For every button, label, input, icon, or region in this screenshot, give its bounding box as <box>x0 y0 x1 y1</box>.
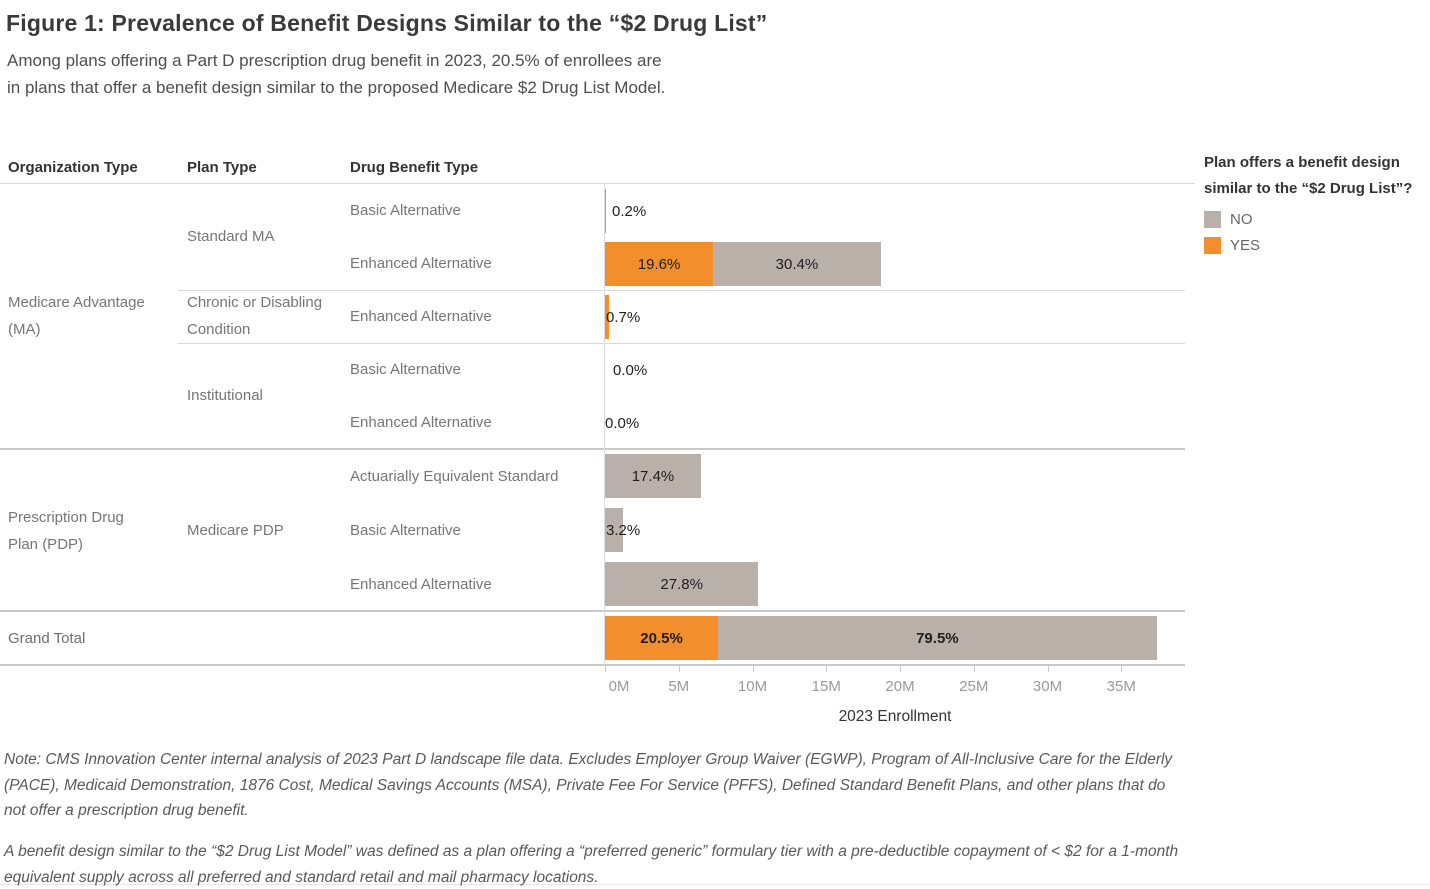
section-divider <box>0 448 1185 450</box>
row-benefit-label: Basic Alternative <box>350 361 461 378</box>
axis-baseline <box>0 664 1185 666</box>
x-axis-tick-mark <box>678 666 680 672</box>
bar-segment-no[interactable] <box>713 242 881 286</box>
bar-segment-yes[interactable] <box>605 242 714 286</box>
bar-segment-no[interactable] <box>605 508 623 552</box>
x-axis-tick-label: 10M <box>737 678 768 695</box>
plan-group-label-standard-ma: Standard MA <box>187 228 275 245</box>
x-axis-tick-label: 35M <box>1106 678 1136 695</box>
x-axis-title: 2023 Enrollment <box>838 708 952 725</box>
x-axis-tick-mark <box>973 666 975 672</box>
legend-item-no[interactable]: NO <box>1204 211 1430 228</box>
table-row: Basic Alternative 0.2% <box>0 184 1185 237</box>
bar-segment-yes[interactable] <box>605 295 609 339</box>
bar-value-label: 0.0% <box>605 414 640 432</box>
x-axis-tick-label: 0M <box>608 678 630 695</box>
row-benefit-label: Enhanced Alternative <box>350 308 492 325</box>
x-axis-tick-label: 5M <box>668 678 690 695</box>
table-row: Actuarially Equivalent Standard 17.4% <box>0 449 1185 503</box>
bar-value-label: 19.6% <box>637 255 681 273</box>
bar-value-label: 0.7% <box>606 308 641 326</box>
x-axis-tick-mark <box>900 666 901 672</box>
row-benefit-label: Actuarially Equivalent Standard <box>350 467 559 485</box>
table-row: Enhanced Alternative 0.0% <box>0 396 1185 449</box>
legend-item-no-label: NO <box>1230 211 1253 228</box>
zero-axis-line <box>604 184 605 665</box>
row-benefit-label: Enhanced Alternative <box>350 575 492 593</box>
bar-value-label: 3.2% <box>606 521 641 539</box>
bar-value-label: 20.5% <box>640 629 683 647</box>
section-divider <box>0 610 1185 612</box>
plan-group-label-institutional: Institutional <box>187 387 263 404</box>
legend-item-yes[interactable]: YES <box>1204 237 1430 254</box>
figure-subtitle-line2: in plans that offer a benefit design sim… <box>7 78 666 97</box>
x-axis-tick-mark <box>1047 666 1049 672</box>
bar-segment-yes[interactable] <box>605 189 607 233</box>
x-axis-tick-mark <box>605 666 606 672</box>
org-group-label-ma: Medicare Advantage (MA) <box>8 294 145 338</box>
bar-value-label: 0.0% <box>613 361 648 379</box>
legend-title-line1: Plan offers a benefit design <box>1204 154 1400 171</box>
row-divider <box>178 290 1185 291</box>
row-benefit-label: Basic Alternative <box>350 202 461 219</box>
legend-swatch-yes <box>1204 237 1221 254</box>
table-row: Enhanced Alternative 0.7% <box>0 290 1185 343</box>
legend-title-line2: similar to the “$2 Drug List”? <box>1204 180 1413 197</box>
x-axis-tick-label: 30M <box>1032 678 1063 695</box>
legend-item-yes-label: YES <box>1230 237 1261 254</box>
row-benefit-label: Basic Alternative <box>350 521 461 539</box>
table-row-grand-total: 20.5% 79.5% <box>0 611 1185 665</box>
org-group-label-pdp: Prescription Drug Plan (PDP) <box>8 509 124 553</box>
bar-segment-no[interactable] <box>605 454 701 498</box>
column-header-drug-benefit-type: Drug Benefit Type <box>350 159 479 176</box>
bottom-border <box>0 884 1430 885</box>
footnote-2: A benefit design similar to the “$2 Drug… <box>4 843 1179 886</box>
bar-value-label: 30.4% <box>775 255 819 273</box>
plan-group-label-chronic: Chronic or Disabling Condition <box>187 294 323 338</box>
legend: Plan offers a benefit design similar to … <box>1204 150 1430 254</box>
bar-value-label: 27.8% <box>660 575 703 593</box>
column-header-plan-type: Plan Type <box>187 159 257 176</box>
x-axis-tick-mark <box>752 666 754 672</box>
bar-value-label: 0.2% <box>612 202 647 220</box>
plan-group-label-medicare-pdp: Medicare PDP <box>187 522 284 539</box>
bar-value-label: 79.5% <box>916 629 959 647</box>
figure-title: Figure 1: Prevalence of Benefit Designs … <box>6 10 768 36</box>
x-axis-tick-label: 15M <box>811 678 841 695</box>
bar-value-label: 17.4% <box>631 467 675 485</box>
table-row: Basic Alternative 0.0% <box>0 343 1185 396</box>
row-benefit-label: Enhanced Alternative <box>350 414 492 431</box>
table-row: Enhanced Alternative 19.6% 30.4% <box>0 237 1185 290</box>
row-benefit-label: Enhanced Alternative <box>350 255 492 272</box>
header-divider <box>0 183 1195 184</box>
grand-total-label: Grand Total <box>8 630 86 647</box>
table-row: Basic Alternative 3.2% <box>0 503 1185 557</box>
x-axis-tick-label: 20M <box>885 678 915 695</box>
footnote-1: Note: CMS Innovation Center internal ana… <box>4 751 1173 819</box>
bar-segment-no[interactable] <box>718 616 1157 660</box>
bar-segment-yes[interactable] <box>605 616 719 660</box>
figure-subtitle-line1: Among plans offering a Part D prescripti… <box>7 51 662 70</box>
x-axis-tick-mark <box>1121 666 1123 672</box>
bar-segment-no[interactable] <box>605 562 759 606</box>
x-axis-tick-label: 25M <box>959 678 989 695</box>
row-divider <box>178 343 1185 344</box>
column-header-organization-type: Organization Type <box>8 159 138 176</box>
table-row: Enhanced Alternative 27.8% <box>0 557 1185 611</box>
legend-swatch-no <box>1204 211 1221 228</box>
x-axis-tick-mark <box>826 666 828 672</box>
